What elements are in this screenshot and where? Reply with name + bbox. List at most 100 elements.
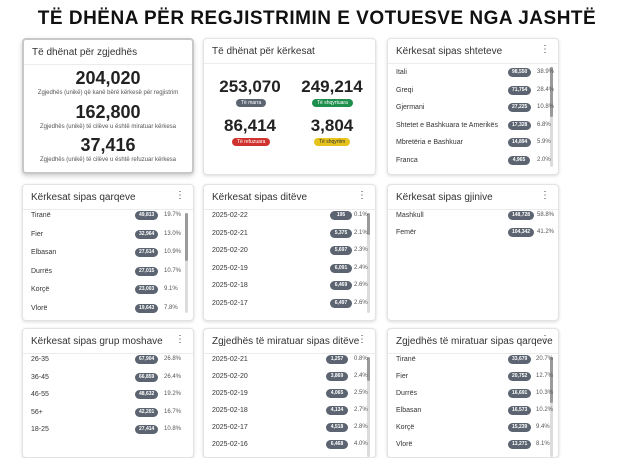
- list-item[interactable]: 26-35 67,904 26.8%: [31, 354, 181, 366]
- requests-by-age-card: Kërkesat sipas grup moshave ⋮ 26-35 67,90…: [22, 328, 194, 458]
- list-item[interactable]: 56+ 42,201 16.7%: [31, 407, 181, 419]
- count-badge: 27,414: [135, 425, 159, 434]
- list-item[interactable]: Shtetet e Bashkuara te Amerikës 17,328 6.8…: [396, 120, 551, 132]
- list-item[interactable]: Korçë 23,003 9.1%: [31, 284, 179, 296]
- list-item[interactable]: 2025-02-21 5,375 2.1%: [212, 228, 368, 240]
- more-options-icon[interactable]: ⋮: [540, 44, 550, 55]
- scrollbar-thumb[interactable]: [185, 213, 188, 261]
- list-item[interactable]: 2025-02-22 195 0.1%: [212, 210, 368, 222]
- list-item[interactable]: Fier 32,964 13.0%: [31, 229, 181, 241]
- count-badge: 5,697: [330, 246, 352, 255]
- scrollbar-thumb[interactable]: [367, 213, 370, 235]
- list-item[interactable]: Mbretëria e Bashkuar 14,894 5.9%: [396, 137, 551, 149]
- list-item[interactable]: 2025-02-19 6,091 2.4%: [212, 263, 368, 275]
- list-item-label: Korçë: [396, 424, 415, 431]
- percentage-value: 10.7%: [164, 267, 182, 274]
- count-badge: 17,328: [508, 120, 532, 130]
- list-item-label: 2025-02-20: [212, 247, 248, 254]
- list-item[interactable]: 46-55 48,632 19.2%: [31, 389, 181, 401]
- scrollbar[interactable]: [185, 213, 188, 313]
- more-options-icon[interactable]: ⋮: [357, 334, 367, 345]
- count-badge: 71,754: [508, 85, 532, 95]
- list-item[interactable]: 2025-02-16 6,468 4.0%: [212, 439, 368, 451]
- list-item[interactable]: Elbasan 27,614 10.9%: [31, 247, 181, 259]
- list-item[interactable]: 2025-02-18 4,134 2.7%: [212, 405, 368, 417]
- count-badge: 49,813: [135, 211, 159, 220]
- list-item[interactable]: 2025-02-17 6,497 2.6%: [212, 298, 368, 310]
- percentage-value: 10.3%: [536, 390, 554, 396]
- list-item[interactable]: Tiranë 49,813 19.7%: [31, 210, 181, 222]
- count-badge: 27,015: [135, 266, 159, 276]
- list-item[interactable]: 18-25 27,414 10.8%: [31, 424, 181, 436]
- more-options-icon[interactable]: ⋮: [357, 190, 367, 201]
- list-item[interactable]: Tiranë 33,679 20.7%: [396, 354, 553, 366]
- scrollbar-thumb[interactable]: [550, 357, 553, 403]
- scrollbar-thumb[interactable]: [367, 357, 370, 381]
- count-badge: 3,869: [326, 372, 348, 381]
- card-title: Zgjedhës të miratuar sipas ditëve: [212, 336, 360, 347]
- page-title: TË DHËNA PËR REGJISTRIMIN E VOTUESVE NGA…: [37, 8, 597, 29]
- divider: [388, 209, 558, 210]
- percentage-value: 4.0%: [354, 441, 368, 447]
- list-item[interactable]: Vlorë 19,643 7.8%: [31, 303, 179, 315]
- received-badge: Të marra: [236, 99, 267, 107]
- more-options-icon[interactable]: ⋮: [540, 334, 550, 345]
- list-item[interactable]: Elbasan 16,573 10.2%: [396, 405, 553, 417]
- list-item-label: Korçë: [31, 286, 50, 293]
- list-item-label: Durrës: [396, 390, 418, 397]
- reviewed-value: 249,214: [301, 77, 363, 96]
- requests-data-card: Të dhënat për kërkesat 253,070 Të marra …: [203, 38, 376, 175]
- list-item[interactable]: Femër 104,342 41.2%: [396, 227, 554, 239]
- list-item[interactable]: Greqi 71,754 28.4%: [396, 85, 554, 97]
- list-item-label: Shtetet e Bashkuara te Amerikës: [396, 121, 498, 129]
- list-item[interactable]: Durrës 16,691 10.3%: [396, 388, 553, 400]
- list-item[interactable]: Mashkull 148,728 58.8%: [396, 210, 554, 222]
- refused-badge: Të refuzuara: [232, 138, 271, 146]
- list-item-label: 56+: [31, 408, 43, 416]
- list-item-label: 46-55: [31, 391, 49, 398]
- list-item[interactable]: Korçë 15,239 9.4%: [396, 422, 550, 434]
- list-item[interactable]: Itali 98,550 38.9%: [396, 67, 554, 79]
- list-item[interactable]: 2025-02-20 3,869 2.4%: [212, 371, 368, 383]
- percentage-value: 41.2%: [537, 229, 555, 235]
- list-item[interactable]: 2025-02-21 1,257 0.8%: [212, 354, 368, 366]
- card-title: Zgjedhës të miratuar sipas qarqeve: [396, 336, 553, 347]
- card-title: Të dhënat për zgjedhës: [32, 47, 138, 58]
- list-item-label: Femër: [396, 229, 417, 236]
- count-badge: 1,257: [326, 355, 348, 364]
- list-item-label: 36-45: [31, 373, 49, 381]
- list-item[interactable]: 2025-02-20 5,697 2.3%: [212, 245, 368, 257]
- percentage-value: 12.7%: [536, 373, 554, 379]
- list-item[interactable]: 2025-02-19 4,065 2.5%: [212, 388, 368, 400]
- count-badge: 5,375: [330, 228, 352, 238]
- divider: [204, 63, 375, 64]
- divider: [388, 353, 558, 354]
- card-title: Kërkesat sipas qarqeve: [31, 192, 136, 203]
- approved-by-day-card: Zgjedhës të miratuar sipas ditëve ⋮ 2025…: [203, 328, 376, 458]
- more-options-icon[interactable]: ⋮: [175, 190, 185, 201]
- list-item[interactable]: Gjermani 27,225 10.8%: [396, 102, 554, 114]
- list-item[interactable]: Fier 20,752 12.7%: [396, 371, 553, 383]
- more-options-icon[interactable]: ⋮: [175, 334, 185, 345]
- card-title: Të dhënat për kërkesat: [212, 46, 315, 57]
- percentage-value: 0.8%: [354, 356, 368, 362]
- count-badge: 20,752: [508, 372, 532, 381]
- scrollbar[interactable]: [550, 67, 553, 167]
- list-item[interactable]: Vlorë 13,271 8.1%: [396, 439, 550, 451]
- list-item[interactable]: 2025-02-18 6,469 2.6%: [212, 280, 368, 292]
- list-item[interactable]: Franca 4,965 2.0%: [396, 155, 551, 167]
- count-badge: 16,573: [508, 406, 532, 415]
- more-options-icon[interactable]: ⋮: [540, 190, 550, 201]
- scrollbar[interactable]: [550, 357, 553, 457]
- count-badge: 14,894: [508, 138, 532, 147]
- list-item-label: Itali: [396, 69, 407, 76]
- list-item-label: Elbasan: [396, 407, 422, 414]
- scrollbar-thumb[interactable]: [550, 67, 553, 117]
- scrollbar[interactable]: [367, 357, 370, 457]
- scrollbar[interactable]: [367, 213, 370, 313]
- count-badge: 4,065: [326, 389, 348, 398]
- list-item[interactable]: 36-45 66,859 26.4%: [31, 372, 181, 384]
- list-item[interactable]: Durrës 27,015 10.7%: [31, 266, 182, 278]
- list-item[interactable]: 2025-02-17 4,518 2.8%: [212, 422, 368, 434]
- list-item-label: Elbasan: [31, 249, 57, 256]
